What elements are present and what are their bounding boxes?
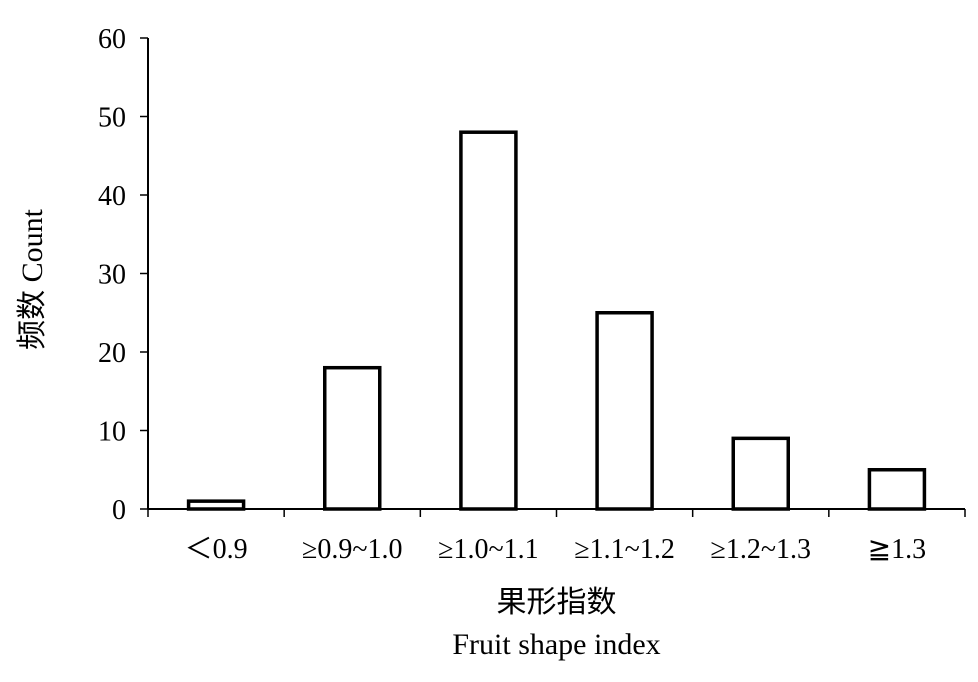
x-tick-label: ≧1.3: [868, 534, 926, 565]
y-tick-label: 50: [98, 103, 126, 134]
y-tick-label: 10: [98, 417, 126, 448]
x-tick-label: ≥0.9~1.0: [302, 534, 403, 565]
x-tick-label: ≥1.1~1.2: [574, 534, 675, 565]
x-tick-label: ＜0.9: [185, 534, 248, 565]
x-tick-labels-group: ＜0.9 ≥0.9~1.0 ≥1.0~1.1 ≥1.1~1.2 ≥1.2~1.3 ≧1.3: [185, 534, 927, 565]
y-tick-labels-group: 0 10 20 30 40 50 60: [98, 24, 126, 526]
bar: [731, 436, 790, 511]
x-axis-title-cn: 果形指数: [497, 586, 617, 619]
x-axis-title-en: Fruit shape index: [452, 628, 660, 661]
bar: [186, 499, 246, 511]
y-tick-label: 40: [98, 181, 126, 212]
bar: [459, 130, 518, 511]
bar: [867, 468, 927, 511]
y-axis-title: 频数 Count: [16, 208, 49, 350]
x-tick-label: ≥1.0~1.1: [438, 534, 539, 565]
y-tick-label: 30: [98, 260, 126, 291]
bar: [323, 365, 382, 511]
y-tick-label: 60: [98, 24, 126, 55]
y-ticks-group: [140, 37, 148, 510]
y-tick-label: 0: [112, 495, 126, 526]
bars-group: [186, 130, 927, 511]
bar: [595, 311, 654, 511]
y-tick-label: 20: [98, 338, 126, 369]
x-ticks-group: [147, 509, 966, 517]
x-tick-label: ≥1.2~1.3: [710, 534, 811, 565]
